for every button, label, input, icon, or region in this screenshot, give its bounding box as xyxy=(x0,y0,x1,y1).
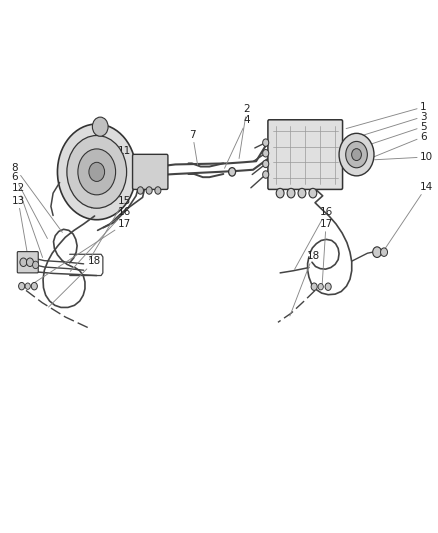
Text: 11: 11 xyxy=(92,146,131,208)
Circle shape xyxy=(146,187,152,194)
Circle shape xyxy=(339,133,374,176)
Circle shape xyxy=(67,135,127,208)
Circle shape xyxy=(138,187,144,194)
Text: 17: 17 xyxy=(319,219,333,284)
Circle shape xyxy=(346,141,367,168)
Circle shape xyxy=(263,150,269,157)
Circle shape xyxy=(57,124,136,220)
Text: 9: 9 xyxy=(288,133,311,189)
FancyBboxPatch shape xyxy=(268,120,343,189)
Text: 12: 12 xyxy=(12,183,42,257)
Circle shape xyxy=(287,188,295,198)
Circle shape xyxy=(298,188,306,198)
Circle shape xyxy=(229,167,236,176)
Circle shape xyxy=(20,258,27,266)
Text: 16: 16 xyxy=(70,207,131,271)
Circle shape xyxy=(263,171,269,178)
Text: 7: 7 xyxy=(189,130,198,165)
Text: 3: 3 xyxy=(346,111,427,141)
Circle shape xyxy=(78,149,116,195)
Circle shape xyxy=(26,258,33,266)
Text: 4: 4 xyxy=(225,115,250,168)
Text: 18: 18 xyxy=(49,256,101,307)
Text: 8: 8 xyxy=(12,163,62,232)
Text: 13: 13 xyxy=(12,196,27,253)
Text: 18: 18 xyxy=(290,251,320,316)
Text: 5: 5 xyxy=(346,122,427,152)
Text: 2: 2 xyxy=(239,104,250,158)
Circle shape xyxy=(381,248,388,256)
Circle shape xyxy=(89,163,105,181)
Circle shape xyxy=(352,149,361,160)
Circle shape xyxy=(155,187,161,194)
Circle shape xyxy=(311,283,317,290)
Circle shape xyxy=(92,117,108,136)
FancyBboxPatch shape xyxy=(17,252,38,273)
Text: 14: 14 xyxy=(384,182,433,250)
Circle shape xyxy=(31,282,37,290)
Text: 16: 16 xyxy=(295,207,333,269)
Circle shape xyxy=(276,188,284,198)
Circle shape xyxy=(325,283,331,290)
Circle shape xyxy=(318,284,323,290)
Circle shape xyxy=(25,283,30,289)
Circle shape xyxy=(263,160,269,167)
Text: 6: 6 xyxy=(346,132,427,168)
FancyBboxPatch shape xyxy=(133,155,168,189)
Text: 15: 15 xyxy=(89,196,131,260)
Circle shape xyxy=(263,139,269,147)
Circle shape xyxy=(309,188,317,198)
Text: 10: 10 xyxy=(374,152,433,162)
Text: 6: 6 xyxy=(12,172,47,239)
Circle shape xyxy=(373,247,381,257)
Text: 1: 1 xyxy=(346,102,427,128)
Circle shape xyxy=(18,282,25,290)
Text: 17: 17 xyxy=(32,219,131,285)
Circle shape xyxy=(32,261,39,269)
